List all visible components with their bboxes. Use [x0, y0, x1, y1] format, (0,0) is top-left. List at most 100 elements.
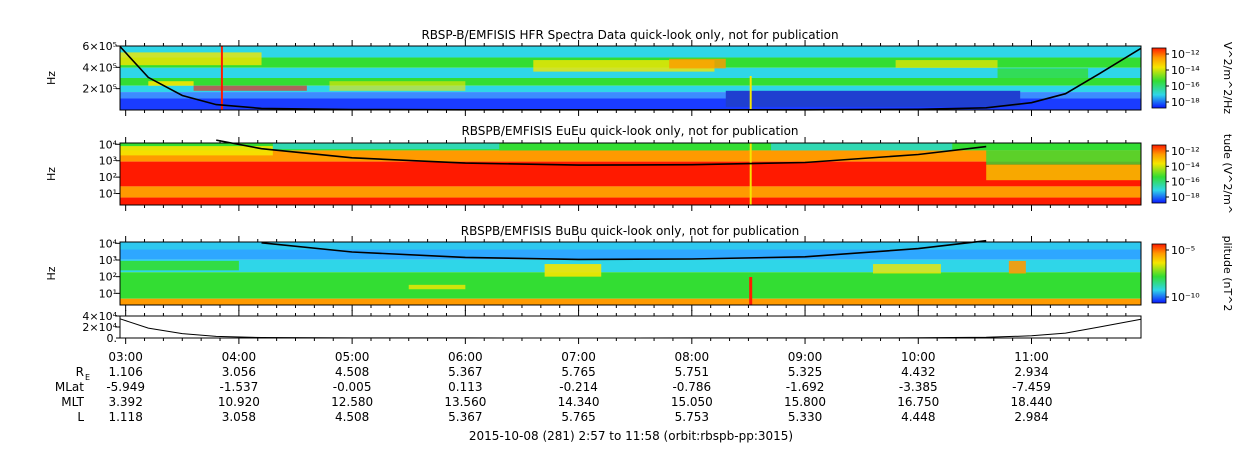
x-tick-label: 05:00 [335, 350, 370, 364]
bubu-feature [544, 264, 602, 277]
ephemeris-row-label: L [77, 410, 84, 424]
ephemeris-value: 5.325 [788, 365, 822, 379]
hfr-colorbar: 10⁻¹² 10⁻¹⁴ 10⁻¹⁶ 10⁻¹⁸ V^2/m^2/Hz [1151, 42, 1234, 114]
y-tick-label: 2×10⁴ [82, 321, 117, 334]
ephemeris-value: 4.508 [335, 365, 369, 379]
x-tick-label: 10:00 [901, 350, 936, 364]
y-tick-label: 10³ [99, 155, 117, 168]
eueu-band [120, 161, 1141, 187]
ephemeris-row-subscript: E [85, 373, 90, 382]
eueu-cyclotron-line [216, 139, 987, 166]
bubu-band [120, 259, 1141, 273]
ephemeris-value: 4.432 [901, 365, 935, 379]
ephemeris-value: 5.753 [675, 410, 709, 424]
hfr-band [120, 92, 1141, 99]
ephemeris-value: -0.005 [333, 380, 372, 394]
ephemeris-value: 5.765 [561, 410, 595, 424]
colorbar-gradient [1151, 243, 1167, 304]
colorbar-tick-label: 10⁻¹² [1171, 48, 1200, 61]
bubu-feature [1008, 260, 1026, 274]
colorbar-tick-label: 10⁻⁵ [1171, 244, 1195, 257]
ephemeris-value: 5.367 [448, 410, 482, 424]
hfr-feature [193, 85, 307, 91]
y-tick-label: 10³ [99, 254, 117, 267]
ephemeris-row-label: MLat [55, 380, 84, 394]
y-tick-label: 10⁴ [99, 138, 118, 151]
hfr-band [120, 46, 1141, 58]
bubu-band [120, 272, 1141, 299]
ephemeris-value: 2.984 [1014, 410, 1048, 424]
colorbar-tick-label: 10⁻¹² [1171, 145, 1200, 158]
ephemeris-value: 2.934 [1014, 365, 1048, 379]
x-tick-label: 08:00 [675, 350, 710, 364]
panel-frame [119, 142, 1142, 206]
line-plot-bg [120, 316, 1141, 338]
y-tick-label: 0. [107, 332, 118, 345]
hfr-spectrogram: 2×10⁵ 4×10⁵ 6×10⁵ Hz [45, 40, 1142, 116]
colorbar-label: plitude (nT^2 [1221, 236, 1234, 312]
ephemeris-value: -3.385 [899, 380, 938, 394]
x-tick-label: 07:00 [561, 350, 596, 364]
panel-frame [119, 241, 1142, 306]
y-tick-label: 10⁴ [99, 237, 118, 250]
bubu-feature [408, 284, 466, 290]
ephemeris-value: 12.580 [331, 395, 373, 409]
y-tick-label: 10² [99, 271, 117, 284]
hfr-feature [120, 52, 262, 66]
colorbar-tick-label: 10⁻¹⁸ [1171, 191, 1200, 204]
bubu-feature [872, 264, 941, 274]
eueu-feature [272, 143, 500, 150]
y-axis-label: Hz [45, 167, 58, 181]
x-tick-label: 11:00 [1014, 350, 1049, 364]
ephemeris-value: 10.920 [218, 395, 260, 409]
ephemeris-value: 3.058 [222, 410, 256, 424]
colorbar-tick-label: 10⁻¹⁶ [1171, 80, 1200, 93]
hfr-band [120, 78, 1141, 86]
y-tick-label: 4×10⁴ [82, 310, 117, 323]
bubu-colorbar: 10⁻⁵ 10⁻¹⁰ plitude (nT^2 [1151, 236, 1234, 312]
x-tick-label: 04:00 [222, 350, 257, 364]
y-tick-label: 6×10⁵ [82, 40, 117, 53]
panel-title-bubu: RBSPB/EMFISIS BuBu quick-look only, not … [461, 224, 799, 238]
ephemeris-value: 1.118 [108, 410, 142, 424]
ephemeris-value: 13.560 [444, 395, 486, 409]
ephemeris-value: 18.440 [1011, 395, 1053, 409]
colorbar-tick-label: 10⁻¹⁴ [1171, 160, 1200, 173]
ephemeris-value: 15.800 [784, 395, 826, 409]
eueu-feature [771, 143, 953, 151]
panel-title-eueu: RBSPB/EMFISIS EuEu quick-look only, not … [461, 124, 798, 138]
eueu-feature [499, 143, 749, 151]
ephemeris-value: 3.056 [222, 365, 256, 379]
hfr-band [120, 98, 1141, 110]
hfr-feature [725, 90, 1021, 107]
panel-title-hfr: RBSP-B/EMFISIS HFR Spectra Data quick-lo… [421, 28, 838, 42]
y-axis-label: Hz [45, 71, 58, 85]
ephemeris-value: -5.949 [106, 380, 145, 394]
ephemeris-value: -7.459 [1012, 380, 1051, 394]
colorbar-tick-label: 10⁻¹⁶ [1171, 176, 1200, 189]
eueu-band [120, 186, 1141, 198]
hfr-feature [997, 68, 1089, 85]
hfr-feature [329, 81, 466, 91]
eueu-feature [986, 150, 1141, 165]
ephemeris-value: -0.214 [559, 380, 598, 394]
bubu-cyclotron-line [261, 239, 987, 261]
y-tick-label: 4×10⁵ [82, 61, 117, 74]
hfr-feature [669, 58, 726, 69]
eueu-feature [986, 164, 1141, 181]
hfr-feature [533, 60, 715, 72]
ephemeris-value: 5.330 [788, 410, 822, 424]
ephemeris-table: R E 1.106 3.056 4.508 5.367 5.765 5.751 5.325 4.4… [55, 365, 1053, 424]
eueu-spectrogram: 10¹ 10² 10³ 10⁴ Hz [45, 137, 1142, 211]
ephemeris-value: 14.340 [558, 395, 600, 409]
eueu-band [120, 150, 1141, 162]
y-axis-label: Hz [45, 266, 58, 280]
ephemeris-value: -1.692 [786, 380, 825, 394]
eueu-colorbar: 10⁻¹² 10⁻¹⁴ 10⁻¹⁶ 10⁻¹⁸ tude (V^2/m^ [1151, 134, 1234, 214]
hfr-band [120, 85, 1141, 93]
ephemeris-row-label: MLT [61, 395, 84, 409]
ephemeris-value: 4.508 [335, 410, 369, 424]
time-axis: 03:00 04:00 05:00 06:00 07:00 08:00 09:00 10:00… [108, 350, 1048, 364]
